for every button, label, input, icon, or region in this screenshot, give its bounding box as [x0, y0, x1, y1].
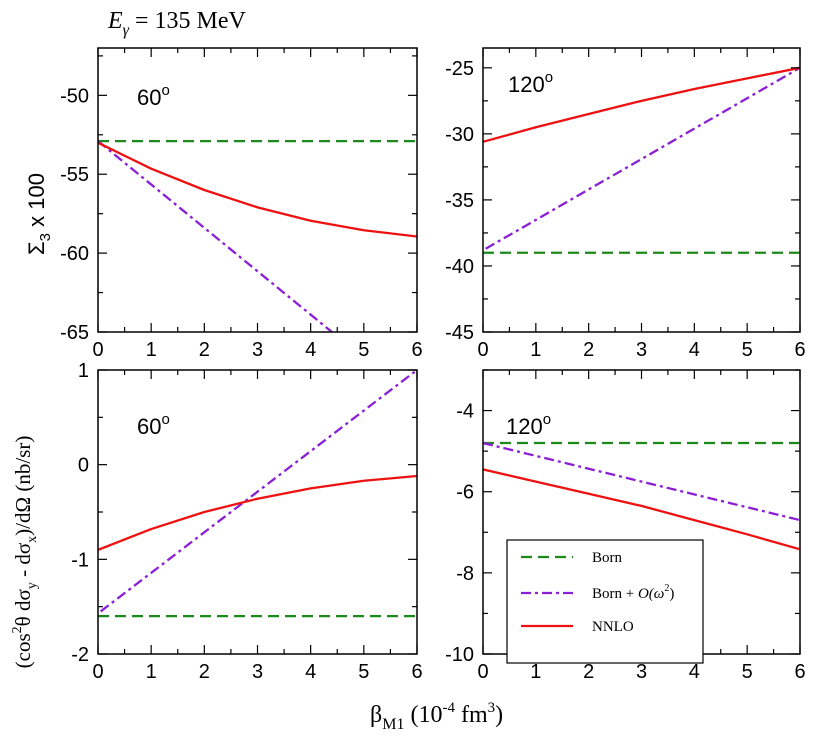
y-tick-label: -65	[60, 322, 89, 344]
x-tick-label: 5	[358, 339, 369, 361]
series-group	[483, 66, 800, 254]
legend-label-born-ow2: Born + O(ω2)	[592, 583, 674, 602]
x-tick-label: 6	[794, 661, 805, 683]
x-tick-label: 3	[636, 661, 647, 683]
x-tick-label: 1	[146, 339, 157, 361]
y-tick-label: -1	[71, 549, 89, 571]
legend-box	[506, 539, 704, 664]
y-tick-label: 0	[78, 455, 89, 477]
series-line-born-ow2	[99, 370, 417, 613]
y-tick-label: -35	[445, 190, 474, 212]
x-tick-label: 2	[583, 339, 594, 361]
x-tick-label: 3	[252, 339, 263, 361]
y-tick-label: -45	[445, 322, 474, 344]
x-tick-label: 5	[742, 661, 753, 683]
x-axis-label: βM1 (10-4 fm3)	[370, 700, 503, 733]
series-line-nnlo	[98, 141, 417, 238]
y-tick-label: -8	[456, 563, 474, 585]
legend: Born Born + O(ω2) NNLO	[506, 539, 704, 664]
x-tick-label: 1	[146, 661, 157, 683]
series-line-born-ow2	[98, 140, 333, 332]
x-tick-label: 1	[530, 339, 541, 361]
x-tick-label: 3	[252, 661, 263, 683]
y-tick-label: -55	[60, 164, 89, 186]
x-tick-label: 2	[199, 661, 210, 683]
energy-label: Eγ = 135 MeV	[107, 8, 247, 39]
x-tick-label: 1	[530, 661, 541, 683]
x-tick-label: 6	[411, 339, 422, 361]
series-line-nnlo	[483, 468, 800, 551]
x-tick-label: 4	[305, 661, 316, 683]
y-tick-label: -10	[445, 644, 474, 666]
y-axis-label-top: Σ3 x 100	[24, 173, 54, 255]
panel-angle-label: 120o	[508, 69, 553, 97]
panel-angle-label: 120o	[506, 411, 551, 439]
x-tick-label: 5	[358, 661, 369, 683]
legend-label-nnlo: NNLO	[592, 619, 634, 635]
y-tick-label: -2	[71, 644, 89, 666]
series-line-nnlo	[98, 474, 417, 551]
y-tick-label: -40	[445, 256, 474, 278]
panel-angle-label: 60o	[137, 82, 170, 110]
y-axis-label-bottom: (cos2θ dσy - dσx)/dΩ (nb/sr)	[10, 436, 40, 669]
x-tick-label: 0	[477, 339, 488, 361]
x-tick-label: 2	[583, 661, 594, 683]
x-tick-label: 2	[199, 339, 210, 361]
y-tick-label: -25	[445, 58, 474, 80]
x-tick-label: 4	[305, 339, 316, 361]
series-group	[98, 139, 417, 332]
x-tick-label: 4	[689, 339, 700, 361]
panel-top-left: 60o 0 1 2 3 4 5 6 -65 -60 -55 -50	[60, 47, 423, 361]
x-tick-label: 5	[742, 339, 753, 361]
y-tick-label: 1	[78, 360, 89, 382]
x-tick-label: 3	[636, 339, 647, 361]
y-tick-label: -50	[60, 85, 89, 107]
y-tick-label: -60	[60, 243, 89, 265]
panel-bottom-left: 60o 0 1 2 3 4 5 6 -2 -1 0 1	[71, 360, 422, 683]
y-tick-label: -30	[445, 124, 474, 146]
y-tick-label: -6	[456, 482, 474, 504]
series-group	[483, 441, 800, 551]
series-line-born-ow2	[483, 441, 800, 522]
x-tick-label: 4	[689, 661, 700, 683]
x-tick-label: 6	[411, 661, 422, 683]
panel-angle-label: 60o	[137, 411, 170, 439]
panel-top-right: 120o 0 1 2 3 4 5 6 -45 -40 -35 -30 -25	[445, 47, 806, 361]
y-tick-label: -4	[456, 401, 474, 423]
series-line-born-ow2	[485, 66, 800, 250]
x-tick-label: 0	[477, 661, 488, 683]
x-tick-label: 6	[794, 339, 805, 361]
series-line-nnlo	[483, 66, 800, 143]
legend-label-born: Born	[592, 550, 623, 566]
series-group	[98, 370, 417, 618]
x-tick-label: 0	[92, 661, 103, 683]
x-tick-label: 0	[92, 339, 103, 361]
plot-frame	[97, 369, 418, 655]
